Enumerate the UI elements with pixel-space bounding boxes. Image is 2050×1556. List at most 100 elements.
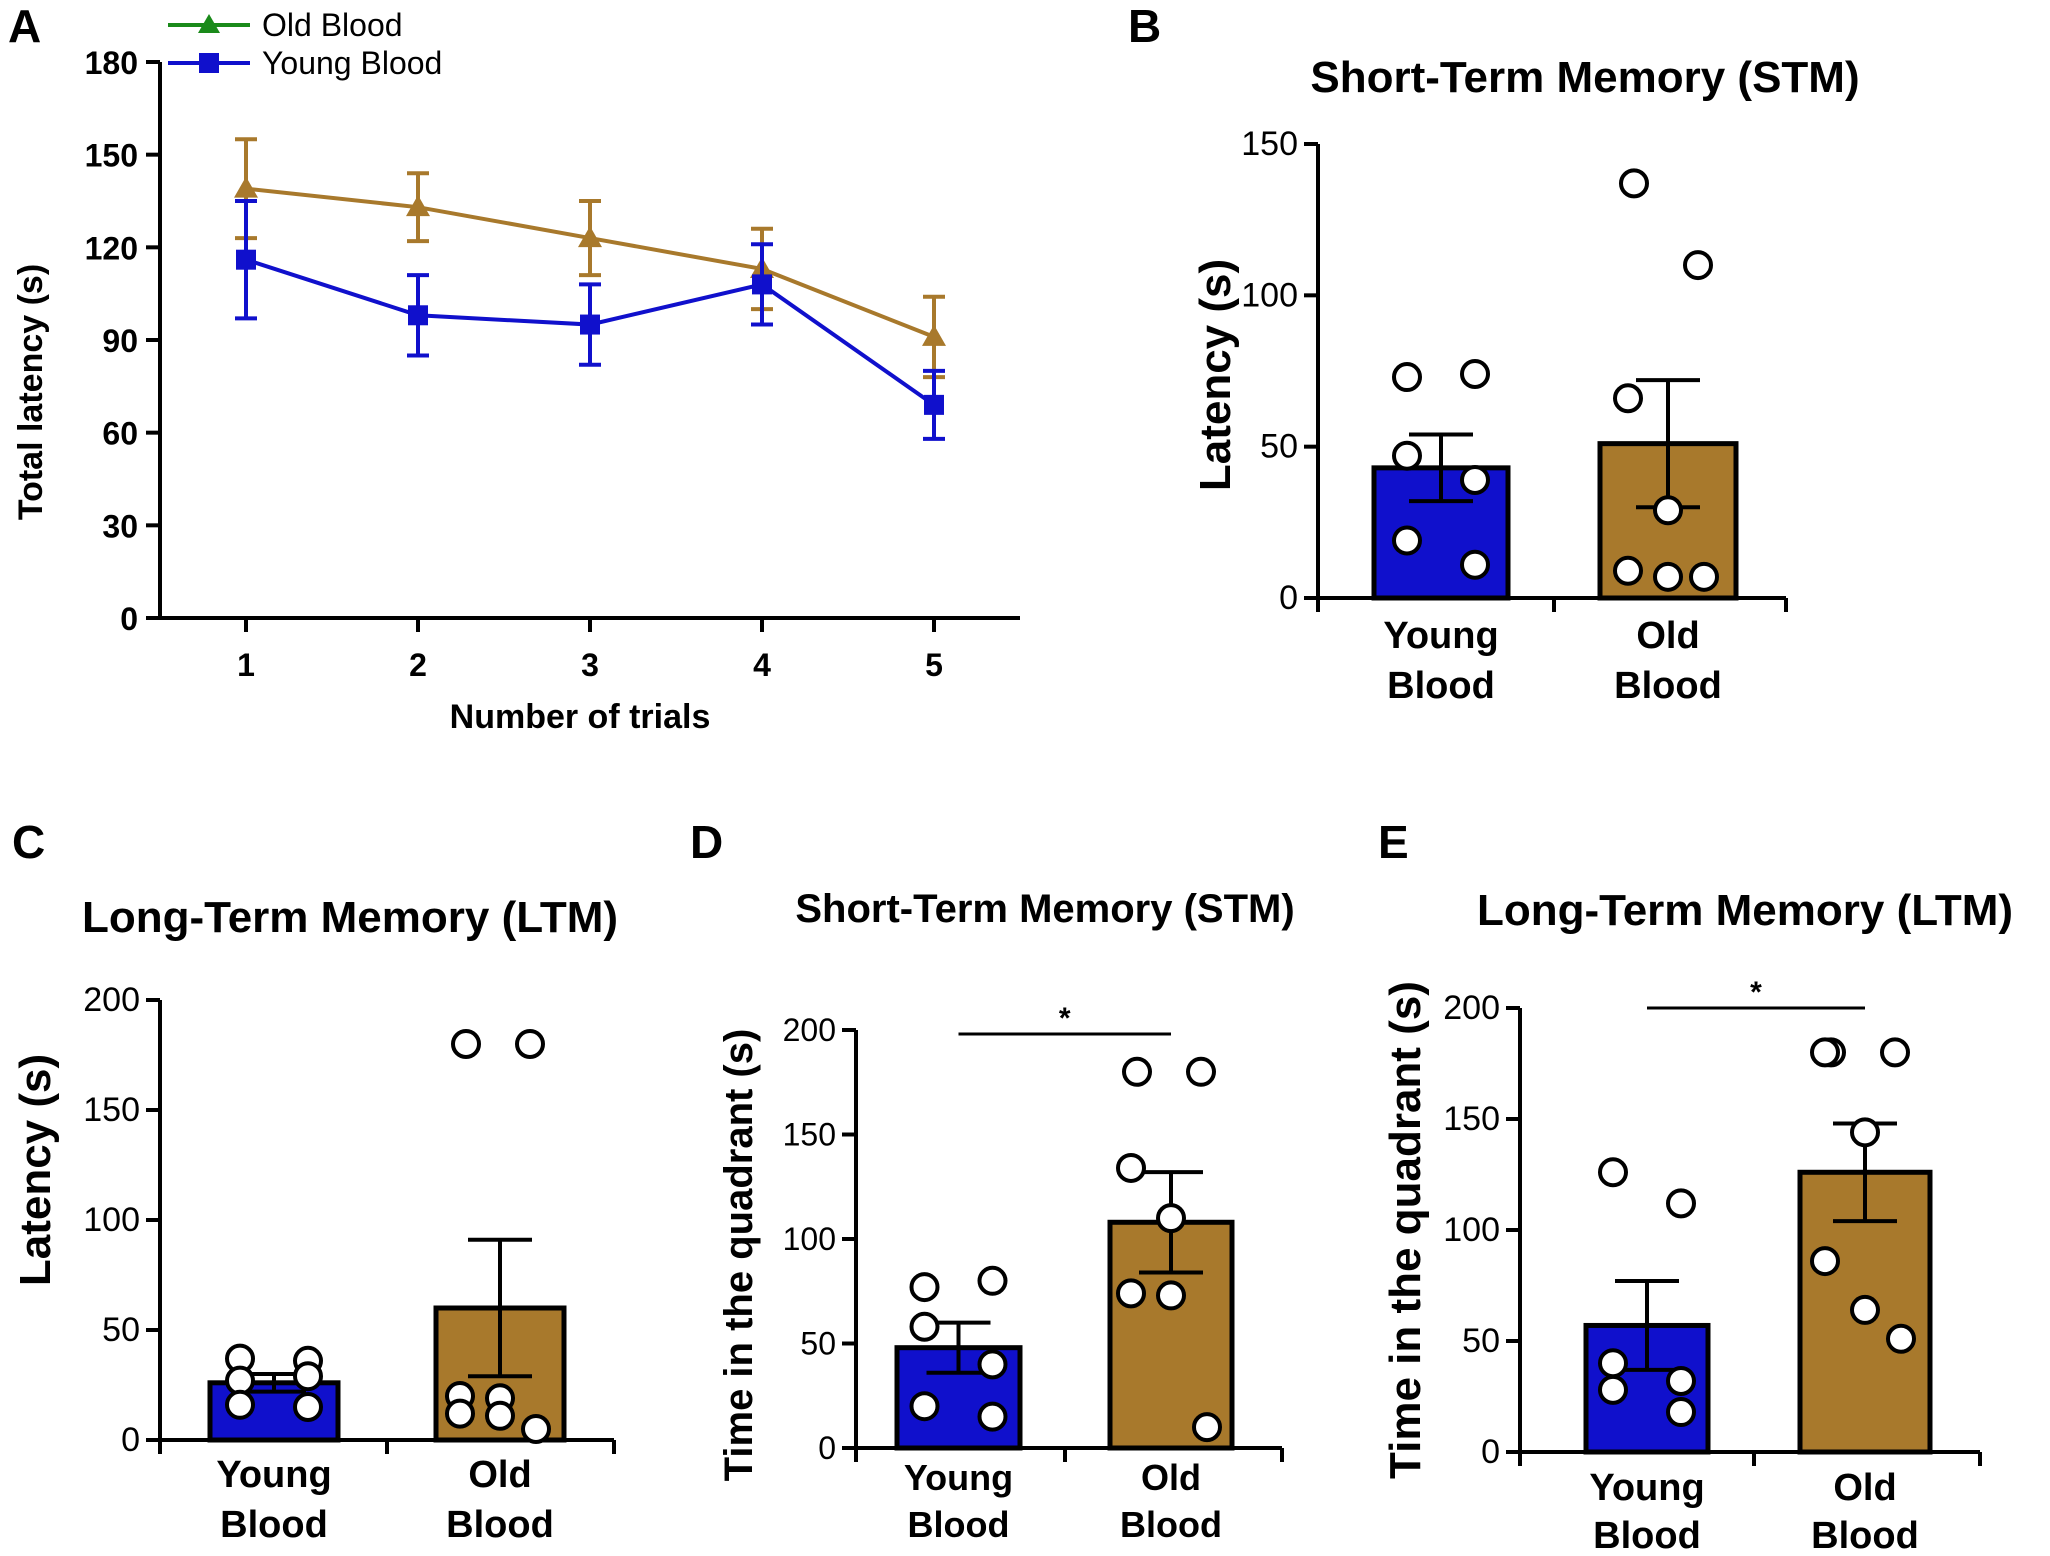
panel-c-bar-chart: Long-Term Memory (LTM) Latency (s) 0 50 10… xyxy=(11,893,618,1546)
panel-c-y-tick-label: 0 xyxy=(121,1421,140,1459)
panel-letter-a: A xyxy=(8,0,41,52)
panel-e-data-point-young xyxy=(1666,1188,1696,1219)
panel-b-data-point-old xyxy=(1689,561,1719,592)
panel-d-y-tick-label: 0 xyxy=(818,1430,836,1466)
panel-b-y-tick-label: 50 xyxy=(1260,428,1298,466)
panel-c-data-point-old xyxy=(485,1400,515,1431)
panel-b-category-label-young: Young xyxy=(1383,615,1498,657)
panel-a-x-tick-label: 4 xyxy=(753,647,771,683)
panel-e-data-point-young xyxy=(1598,1157,1628,1188)
panel-e-data-point-old xyxy=(1810,1037,1840,1068)
panel-letter-b: B xyxy=(1128,0,1161,52)
panel-d-data-point-young xyxy=(977,1401,1008,1432)
panel-e-y-axis-label: Time in the quadrant (s) xyxy=(1381,981,1430,1479)
panel-b-data-point-old xyxy=(1613,555,1643,586)
panel-e-data-point-old xyxy=(1810,1246,1840,1277)
panel-c-data-point-young xyxy=(293,1361,323,1392)
panel-e-data-point-old xyxy=(1880,1037,1910,1068)
panel-e-significance-star: * xyxy=(1750,976,1762,1009)
panel-e-title: Long-Term Memory (LTM) xyxy=(1477,886,2013,935)
panel-b-data-point-old xyxy=(1683,250,1713,281)
panel-b-data-point-young xyxy=(1460,549,1490,580)
panel-e-y-tick-label: 50 xyxy=(1462,1322,1500,1360)
panel-c-category-label-old: Old xyxy=(468,1454,531,1496)
panel-b-bar-chart: Short-Term Memory (STM) Latency (s) 0 50 1… xyxy=(1191,53,1860,707)
panel-e-data-point-old xyxy=(1850,1294,1880,1325)
panel-b-data-point-young xyxy=(1392,362,1422,393)
panel-a-y-tick-label: 90 xyxy=(102,323,138,359)
panel-b-y-tick-label: 0 xyxy=(1279,579,1298,617)
panel-c-category-label-old: Blood xyxy=(446,1504,554,1546)
legend-marker-young-blood xyxy=(199,53,219,73)
panel-e-data-point-young xyxy=(1666,1397,1696,1428)
panel-d-y-tick-label: 150 xyxy=(783,1117,836,1153)
panel-d-y-tick-label: 50 xyxy=(800,1326,836,1362)
panel-b-y-axis-label: Latency (s) xyxy=(1191,259,1240,491)
panel-e-category-label-old: Blood xyxy=(1811,1515,1919,1556)
panel-e-category-label-old: Old xyxy=(1833,1467,1896,1509)
panel-d-y-axis-label: Time in the quadrant (s) xyxy=(717,1029,761,1482)
panel-d-data-point-old xyxy=(1192,1412,1222,1443)
panel-c-data-point-old xyxy=(515,1029,545,1059)
panel-e-bar-chart: Long-Term Memory (LTM) Time in the quadr… xyxy=(1381,886,2013,1556)
panel-a-point-young xyxy=(236,249,256,270)
panel-b-data-point-young xyxy=(1460,359,1490,390)
panel-e-category-label-young: Young xyxy=(1589,1467,1704,1509)
panel-c-y-tick-label: 100 xyxy=(83,1201,140,1239)
panel-c-y-tick-label: 50 xyxy=(102,1311,140,1349)
panel-d-data-point-young xyxy=(977,1349,1008,1380)
panel-a-point-old xyxy=(578,226,602,248)
panel-d-data-point-old xyxy=(1186,1056,1216,1087)
panel-b-y-tick-label: 100 xyxy=(1241,276,1298,314)
panel-a-y-tick-label: 30 xyxy=(102,508,138,544)
panel-c-category-label-young: Young xyxy=(216,1454,331,1496)
panel-b-category-label-old: Blood xyxy=(1614,665,1722,707)
panel-d-data-point-old xyxy=(1156,1280,1186,1311)
legend-marker-old-blood xyxy=(198,14,220,33)
panel-a-line-chart: Old Blood Young Blood Number of trials T… xyxy=(12,7,1020,736)
panel-d-category-label-young: Blood xyxy=(908,1504,1010,1545)
panel-a-point-young xyxy=(752,274,772,295)
panel-e-y-tick-label: 200 xyxy=(1443,989,1500,1027)
panel-d-category-label-old: Old xyxy=(1141,1457,1201,1498)
panel-d-data-point-old xyxy=(1156,1203,1186,1234)
panel-d-data-point-old xyxy=(1116,1152,1146,1183)
panel-d-category-label-old: Blood xyxy=(1120,1504,1222,1545)
panel-a-point-young xyxy=(408,305,428,326)
panel-a-x-tick-label: 5 xyxy=(925,647,943,683)
panel-d-y-tick-label: 100 xyxy=(783,1221,836,1257)
panel-d-data-point-young xyxy=(909,1311,940,1342)
panel-c-y-axis-label: Latency (s) xyxy=(11,1054,60,1286)
panel-a-point-young xyxy=(924,394,944,415)
panel-b-data-point-old xyxy=(1619,168,1649,199)
panel-b-category-label-old: Old xyxy=(1636,615,1699,657)
panel-letter-e: E xyxy=(1378,816,1409,868)
panel-e-data-point-young xyxy=(1598,1374,1628,1405)
panel-b-data-point-young xyxy=(1460,464,1490,495)
panel-b-data-point-old xyxy=(1653,495,1683,526)
panel-b-data-point-old xyxy=(1613,383,1643,414)
panel-c-y-tick-label: 200 xyxy=(83,981,140,1019)
panel-a-x-tick-label: 3 xyxy=(581,647,599,683)
panel-a-point-old xyxy=(406,195,430,217)
panel-b-data-point-young xyxy=(1392,440,1422,471)
panel-d-data-point-young xyxy=(977,1265,1008,1296)
panel-d-title: Short-Term Memory (STM) xyxy=(795,887,1294,931)
panel-c-data-point-young xyxy=(293,1392,323,1422)
legend-label-old-blood: Old Blood xyxy=(262,7,403,43)
panel-c-data-point-old xyxy=(521,1414,551,1444)
panel-d-data-point-young xyxy=(909,1272,940,1303)
panel-b-title: Short-Term Memory (STM) xyxy=(1310,53,1859,102)
panel-a-y-tick-label: 60 xyxy=(102,416,138,452)
panel-letter-c: C xyxy=(12,816,45,868)
panel-b-y-tick-label: 150 xyxy=(1241,125,1298,163)
panel-e-y-tick-label: 100 xyxy=(1443,1211,1500,1249)
panel-c-title: Long-Term Memory (LTM) xyxy=(82,893,618,942)
panel-a-point-old xyxy=(234,176,258,198)
panel-e-category-label-young: Blood xyxy=(1593,1515,1701,1556)
panel-b-category-label-young: Blood xyxy=(1387,665,1495,707)
panel-e-y-tick-label: 150 xyxy=(1443,1100,1500,1138)
panel-b-data-point-old xyxy=(1653,561,1683,592)
panel-letter-d: D xyxy=(690,816,723,868)
